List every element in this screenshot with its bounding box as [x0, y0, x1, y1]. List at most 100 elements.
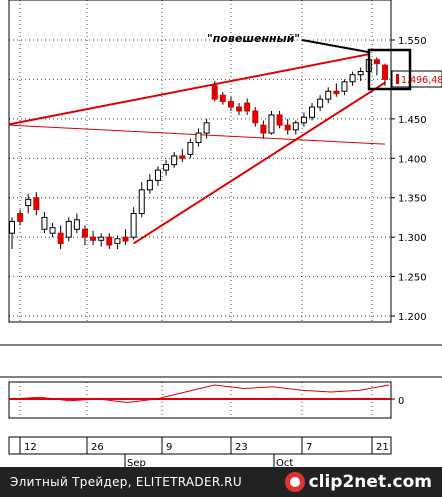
last-price-marker [396, 74, 399, 84]
x-tick-label: 26 [91, 442, 104, 453]
candle-body [349, 74, 356, 83]
candle-body [292, 122, 299, 131]
candle-body [171, 155, 178, 166]
candle [138, 181, 145, 218]
candle-body [49, 227, 56, 234]
candle-body [9, 220, 15, 234]
candle-body [373, 59, 380, 65]
candle [106, 233, 113, 249]
candle [349, 71, 356, 86]
candle [81, 225, 88, 246]
candle [211, 81, 218, 102]
candle-body [57, 232, 64, 244]
grid-lines [9, 0, 391, 418]
candle [292, 120, 299, 135]
candle [17, 209, 24, 226]
candle-body [146, 179, 153, 191]
candle [309, 103, 316, 121]
candle [244, 98, 251, 115]
x-tick-label: 7 [306, 442, 312, 453]
y-tick-label: 1.400 [398, 154, 427, 165]
candle-body [154, 169, 161, 181]
month-label-oct: Oct [276, 458, 293, 467]
candle-body [244, 102, 251, 112]
annotation-pointer [301, 39, 369, 53]
candle-body [333, 90, 340, 95]
footer-source-text: Элитный Трейдер, ELITETRADER.RU [10, 475, 242, 489]
candle [268, 110, 275, 135]
candle [284, 118, 291, 135]
trendline [8, 53, 369, 126]
candle [357, 67, 364, 82]
candle-body [90, 236, 97, 241]
y-tick-label: 1.200 [398, 312, 427, 323]
candle-body [81, 228, 88, 238]
candle-body [25, 198, 32, 207]
candle [49, 222, 56, 238]
candle [276, 110, 283, 129]
indicator-line [10, 384, 390, 404]
last-price-label: 1.496,48 [401, 75, 442, 86]
candle-body [33, 197, 40, 211]
candle-body [106, 236, 113, 246]
brand-text: clip2net.com [308, 472, 432, 492]
candle [57, 225, 64, 249]
month-label-sep: Sep [127, 458, 146, 467]
candle-body [98, 236, 105, 241]
pattern-annotation: "повешенный" [207, 32, 300, 45]
candle-body [276, 114, 283, 126]
candle-body [163, 164, 170, 171]
x-tick-label: 12 [24, 442, 37, 453]
candle-body [219, 94, 226, 103]
candle-body [138, 189, 145, 214]
candle-body [122, 236, 129, 242]
candle-body [382, 64, 388, 80]
candle-body [300, 116, 307, 124]
candle-body [227, 101, 234, 108]
candle-body [309, 106, 316, 118]
brand-logo[interactable]: clip2net.com [284, 469, 432, 495]
y-tick-label: 1.350 [398, 194, 427, 205]
footer-bar: Элитный Трейдер, ELITETRADER.RU clip2net… [0, 467, 442, 497]
candle [203, 118, 210, 139]
candle-body [341, 81, 348, 92]
candle [130, 207, 137, 240]
candle [41, 211, 48, 234]
candle-body [187, 142, 194, 155]
candle-body [17, 212, 24, 222]
candle-body [130, 212, 137, 238]
candle-body [260, 124, 267, 134]
candle [154, 166, 161, 186]
candle [300, 112, 307, 127]
candle [325, 87, 332, 104]
candle-body [179, 155, 186, 159]
candle [260, 120, 267, 139]
indicator-series [9, 384, 395, 404]
time-axis-panel [8, 436, 392, 455]
candle [73, 213, 80, 234]
candle-body [73, 219, 80, 230]
candle-body [317, 98, 324, 108]
clip2net-icon [284, 472, 305, 492]
y-tick-label: 1.550 [398, 36, 427, 47]
x-tick-label: 9 [166, 442, 172, 453]
candle [341, 79, 348, 96]
candle [195, 128, 202, 147]
candle-body [236, 106, 243, 112]
candle-body [252, 110, 259, 124]
candle [373, 57, 380, 76]
candle-body [41, 216, 48, 230]
candle [219, 92, 226, 105]
candle [25, 193, 32, 214]
candle-body [211, 85, 218, 100]
candle-body [325, 90, 332, 100]
candle-body [284, 124, 291, 131]
candle-body [114, 238, 121, 244]
price-chart: 1.5501.5001.4501.4001.3501.3001.2501.200… [0, 0, 442, 467]
candle [187, 138, 194, 159]
candle [9, 217, 15, 249]
candle [179, 148, 186, 163]
candle [114, 235, 121, 249]
candle [65, 217, 72, 242]
candle [252, 107, 259, 127]
